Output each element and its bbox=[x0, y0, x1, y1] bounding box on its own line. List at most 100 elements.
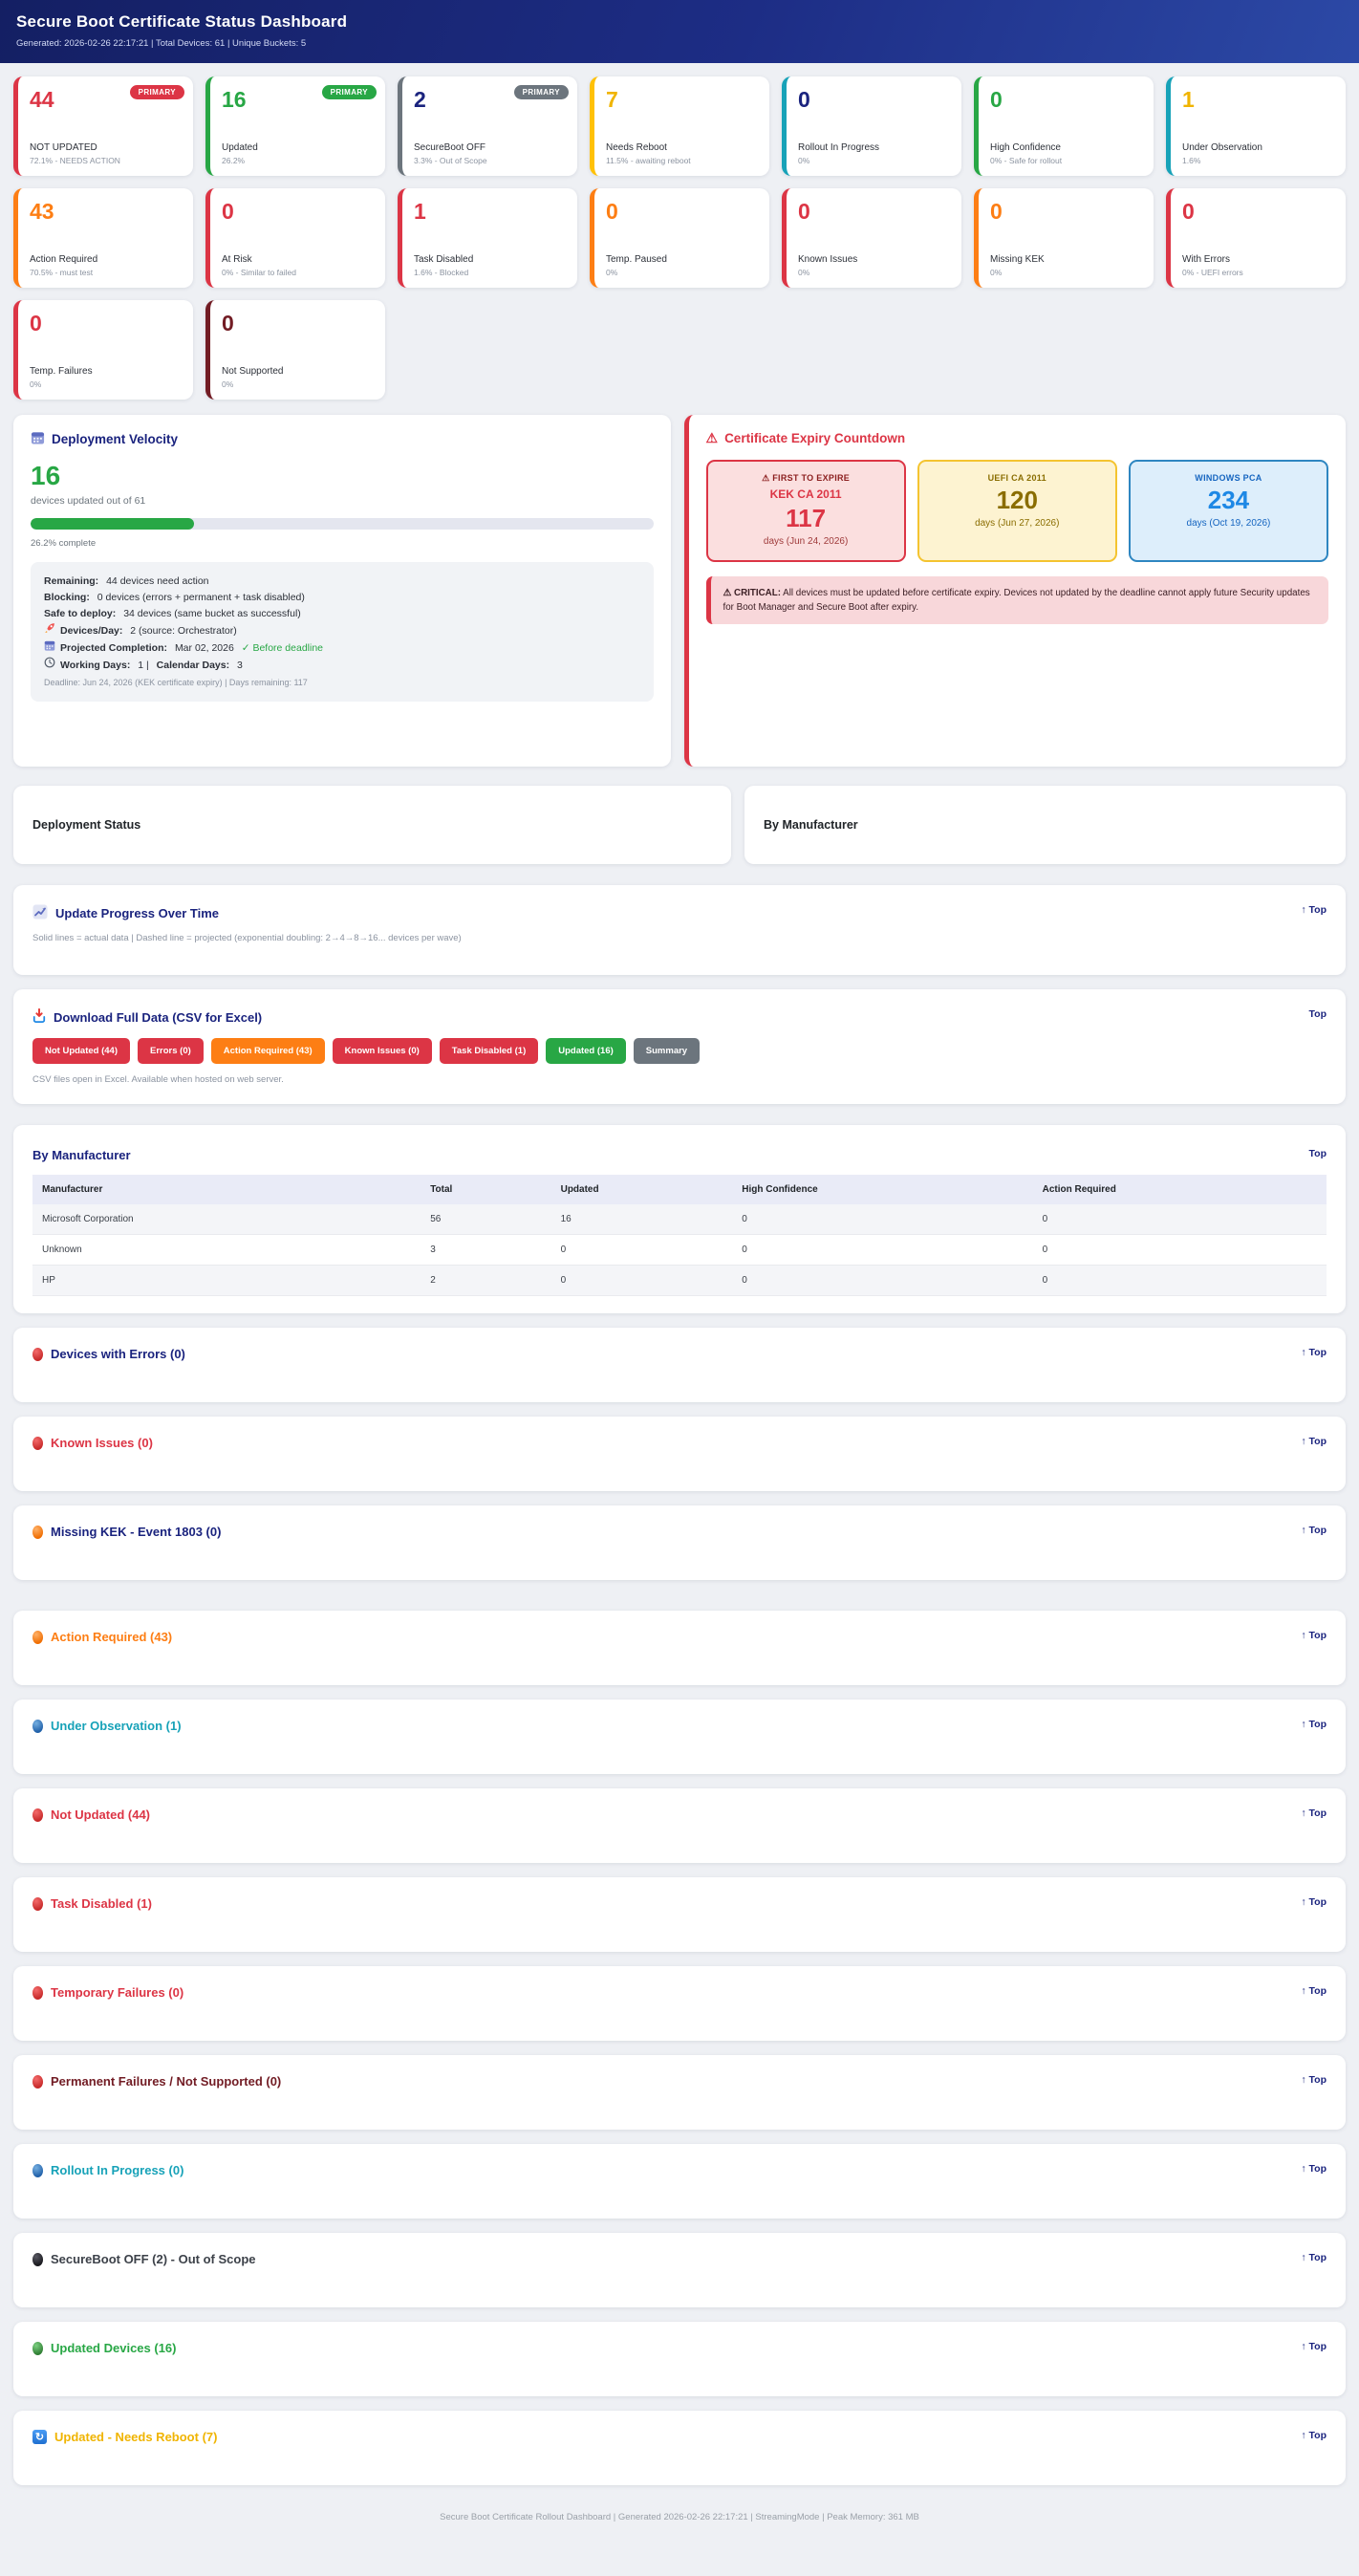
back-to-top-link[interactable]: ↑ Top bbox=[1301, 2430, 1327, 2441]
back-to-top-link[interactable]: Top bbox=[1308, 1008, 1327, 1020]
csv-download-button[interactable]: Summary bbox=[633, 1038, 701, 1064]
deployment-status-chart-card: Deployment Status bbox=[13, 786, 731, 864]
status-section-title: Rollout In Progress (0) bbox=[51, 2163, 184, 2177]
line-chart-icon bbox=[32, 904, 48, 922]
spacer bbox=[990, 224, 1142, 254]
stat-card: 0 High Confidence 0% - Safe for rollout bbox=[974, 76, 1154, 176]
status-section-title: Not Updated (44) bbox=[51, 1808, 150, 1822]
stat-value: 0 bbox=[990, 199, 1003, 224]
csv-download-button[interactable]: Action Required (43) bbox=[210, 1038, 325, 1064]
back-to-top-link[interactable]: ↑ Top bbox=[1301, 2341, 1327, 2352]
velocity-info-text: Mar 02, 2026 bbox=[172, 641, 237, 654]
table-cell: 0 bbox=[732, 1234, 1033, 1266]
spacer bbox=[30, 336, 182, 366]
back-to-top-link[interactable]: ↑ Top bbox=[1301, 1630, 1327, 1641]
velocity-info-line: Projected Completion: Mar 02, 2026 ✓ Bef… bbox=[44, 639, 640, 657]
back-to-top-link[interactable]: ↑ Top bbox=[1301, 2252, 1327, 2263]
csv-download-button[interactable]: Task Disabled (1) bbox=[439, 1038, 539, 1064]
back-to-top-link[interactable]: ↑ Top bbox=[1301, 1896, 1327, 1908]
status-section-title: Task Disabled (1) bbox=[51, 1896, 152, 1911]
spacer bbox=[606, 112, 758, 142]
by-manufacturer-chart-title: By Manufacturer bbox=[764, 818, 858, 832]
stat-value: 1 bbox=[414, 199, 426, 224]
status-section-title-row: Permanent Failures / Not Supported (0) bbox=[32, 2074, 281, 2089]
critical-warning-box: ⚠ CRITICAL: All devices must be updated … bbox=[705, 575, 1328, 624]
stat-sublabel: 0% bbox=[222, 379, 234, 389]
certificate-tag: WINDOWS PCA bbox=[1195, 473, 1262, 483]
stat-card: 0 Temp. Failures 0% bbox=[13, 300, 193, 400]
back-to-top-link[interactable]: ↑ Top bbox=[1301, 1347, 1327, 1358]
certificate-cards-row: ⚠ FIRST TO EXPIRE KEK CA 2011 117 days (… bbox=[705, 460, 1329, 562]
update-progress-head: Update Progress Over Time ↑ Top bbox=[32, 904, 1327, 922]
page-header: Secure Boot Certificate Status Dashboard… bbox=[0, 0, 1359, 63]
stat-label: NOT UPDATED bbox=[30, 142, 97, 153]
back-to-top-link[interactable]: ↑ Top bbox=[1301, 1719, 1327, 1730]
stat-value: 43 bbox=[30, 199, 54, 224]
status-section-title-row: Devices with Errors (0) bbox=[32, 1347, 185, 1361]
spacer bbox=[606, 224, 758, 254]
table-header-row: Manufacturer Total Updated High Confidence A… bbox=[32, 1175, 1327, 1204]
stat-sublabel: 0% bbox=[798, 268, 810, 277]
velocity-info-text: Projected Completion: bbox=[60, 641, 168, 654]
csv-download-button[interactable]: Known Issues (0) bbox=[332, 1038, 432, 1064]
status-section-title: Devices with Errors (0) bbox=[51, 1347, 185, 1361]
charts-row: Deployment Status By Manufacturer bbox=[13, 786, 1346, 864]
stat-card: 0 Known Issues 0% bbox=[782, 188, 961, 288]
warning-icon: ⚠ bbox=[705, 430, 719, 445]
table-cell: Microsoft Corporation bbox=[32, 1204, 421, 1235]
back-to-top-link[interactable]: ↑ Top bbox=[1301, 1985, 1327, 1997]
stat-label: At Risk bbox=[222, 254, 252, 265]
stat-card: PRIMARY 16 Updated 26.2% bbox=[205, 76, 385, 176]
stat-card: PRIMARY 2 SecureBoot OFF 3.3% - Out of S… bbox=[398, 76, 577, 176]
back-to-top-link[interactable]: ↑ Top bbox=[1301, 1808, 1327, 1819]
table-cell: 2 bbox=[421, 1265, 551, 1296]
back-to-top-link[interactable]: Top bbox=[1308, 1148, 1327, 1159]
deployment-status-chart-title: Deployment Status bbox=[32, 818, 141, 832]
status-section-title-row: Rollout In Progress (0) bbox=[32, 2163, 183, 2177]
csv-download-button[interactable]: Errors (0) bbox=[138, 1038, 204, 1064]
velocity-updated-count: 16 bbox=[31, 461, 61, 490]
csv-download-button[interactable]: Not Updated (44) bbox=[32, 1038, 130, 1064]
status-dot-icon bbox=[32, 1896, 43, 1911]
velocity-info-text: 2 (source: Orchestrator) bbox=[127, 624, 237, 637]
primary-badge: PRIMARY bbox=[321, 85, 377, 99]
stat-sublabel: 0% bbox=[798, 156, 810, 165]
stat-value: 0 bbox=[798, 199, 810, 224]
manufacturer-table-body: Microsoft Corporation 56 16 0 0 Unknown 3 0 0 0 HP… bbox=[32, 1204, 1327, 1296]
back-to-top-link[interactable]: ↑ Top bbox=[1301, 2163, 1327, 2175]
velocity-info-text: ✓ Before deadline bbox=[241, 641, 324, 654]
velocity-info-text: Safe to deploy: bbox=[44, 608, 117, 619]
back-to-top-link[interactable]: ↑ Top bbox=[1301, 904, 1327, 916]
status-dot-icon bbox=[32, 1985, 43, 2000]
stat-card: 0 Rollout In Progress 0% bbox=[782, 76, 961, 176]
spacer bbox=[990, 112, 1142, 142]
back-to-top-link[interactable]: ↑ Top bbox=[1301, 2074, 1327, 2086]
stat-label: Known Issues bbox=[798, 254, 858, 265]
certificate-expiry-card: WINDOWS PCA 234 days (Oct 19, 2026) bbox=[1128, 460, 1329, 562]
stat-card: PRIMARY 44 NOT UPDATED 72.1% - NEEDS ACT… bbox=[13, 76, 193, 176]
stat-card: 0 With Errors 0% - UEFI errors bbox=[1166, 188, 1346, 288]
status-section-card: Task Disabled (1) ↑ Top bbox=[13, 1877, 1346, 1952]
certificate-expiry-card: UEFI CA 2011 120 days (Jun 27, 2026) bbox=[917, 460, 1117, 562]
status-dot-icon bbox=[32, 1719, 43, 1733]
status-dot-icon bbox=[32, 2252, 43, 2266]
update-progress-title-row: Update Progress Over Time bbox=[32, 904, 219, 922]
status-section-title-row: Temporary Failures (0) bbox=[32, 1985, 183, 2000]
status-dot-icon bbox=[32, 2430, 47, 2444]
velocity-info-text: Devices/Day: bbox=[60, 624, 123, 637]
status-section-title: Action Required (43) bbox=[51, 1630, 173, 1644]
update-progress-section: Update Progress Over Time ↑ Top Solid li… bbox=[13, 885, 1346, 975]
back-to-top-link[interactable]: ↑ Top bbox=[1301, 1525, 1327, 1536]
stat-value: 16 bbox=[222, 87, 247, 112]
stat-sublabel: 0% bbox=[30, 379, 42, 389]
page-subtitle: Generated: 2026-02-26 22:17:21 | Total D… bbox=[16, 38, 307, 49]
manufacturer-head: By Manufacturer Top bbox=[32, 1148, 1327, 1162]
velocity-info-text: 44 devices need action bbox=[103, 575, 209, 587]
velocity-info-text: Working Days: bbox=[60, 659, 131, 671]
expiry-title: Certificate Expiry Countdown bbox=[724, 431, 906, 445]
status-section-card: SecureBoot OFF (2) - Out of Scope ↑ Top bbox=[13, 2233, 1346, 2307]
back-to-top-link[interactable]: ↑ Top bbox=[1301, 1436, 1327, 1447]
status-section-card: Known Issues (0) ↑ Top bbox=[13, 1417, 1346, 1491]
csv-download-button[interactable]: Updated (16) bbox=[546, 1038, 626, 1064]
status-dot-icon bbox=[32, 2163, 43, 2177]
